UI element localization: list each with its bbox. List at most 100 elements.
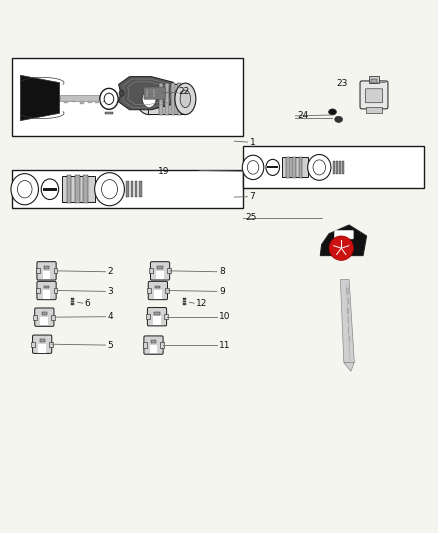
FancyBboxPatch shape <box>148 281 167 300</box>
Text: 7: 7 <box>250 192 255 201</box>
FancyBboxPatch shape <box>334 230 353 239</box>
Bar <box>53 268 57 273</box>
Bar <box>38 344 46 352</box>
Bar <box>75 175 80 203</box>
Bar <box>42 271 50 279</box>
Text: 8: 8 <box>219 267 225 276</box>
Polygon shape <box>348 298 349 304</box>
Bar <box>72 101 76 102</box>
Bar <box>243 147 424 188</box>
Bar <box>105 112 113 114</box>
Text: 19: 19 <box>158 167 170 176</box>
Circle shape <box>146 94 148 97</box>
Bar <box>67 175 71 203</box>
Bar <box>183 298 186 300</box>
Bar <box>80 101 84 103</box>
Bar <box>183 301 186 302</box>
Bar <box>71 301 74 302</box>
FancyBboxPatch shape <box>148 308 166 326</box>
Bar <box>39 340 45 342</box>
Bar <box>62 176 95 202</box>
Bar <box>88 101 92 103</box>
Text: 5: 5 <box>108 341 113 350</box>
Text: 22: 22 <box>179 87 190 96</box>
Bar <box>60 95 117 101</box>
Bar <box>339 161 341 174</box>
Bar <box>95 101 100 103</box>
Circle shape <box>146 89 148 92</box>
Bar <box>135 181 138 197</box>
Bar <box>43 188 57 191</box>
Bar <box>33 314 37 320</box>
Bar <box>12 171 243 207</box>
Bar <box>154 312 159 314</box>
Bar <box>35 268 39 273</box>
Polygon shape <box>346 288 349 294</box>
FancyBboxPatch shape <box>37 281 56 300</box>
Bar <box>342 161 344 174</box>
Bar <box>267 166 278 168</box>
Bar <box>366 107 382 113</box>
Bar <box>293 157 296 178</box>
Ellipse shape <box>180 90 191 108</box>
Text: 23: 23 <box>336 79 347 87</box>
Circle shape <box>329 236 353 261</box>
Bar <box>165 83 169 115</box>
Circle shape <box>152 92 155 94</box>
Ellipse shape <box>313 160 325 175</box>
Text: 3: 3 <box>108 287 113 296</box>
Polygon shape <box>20 75 60 120</box>
Ellipse shape <box>142 90 156 108</box>
Text: 24: 24 <box>297 111 309 120</box>
Text: 1: 1 <box>250 138 255 147</box>
Bar <box>167 268 171 273</box>
Ellipse shape <box>307 155 331 180</box>
Bar <box>143 343 147 348</box>
Bar <box>299 157 303 178</box>
Bar <box>177 83 181 115</box>
Ellipse shape <box>136 83 162 115</box>
Bar <box>332 161 335 174</box>
Text: 2: 2 <box>108 267 113 276</box>
Ellipse shape <box>41 179 59 199</box>
Circle shape <box>152 89 155 92</box>
Bar <box>148 84 185 114</box>
Bar <box>155 286 160 288</box>
Ellipse shape <box>119 90 124 96</box>
Bar <box>159 83 162 115</box>
Ellipse shape <box>242 155 264 180</box>
Text: 11: 11 <box>219 341 230 350</box>
FancyBboxPatch shape <box>144 336 163 354</box>
FancyBboxPatch shape <box>365 89 383 103</box>
Bar <box>35 288 39 293</box>
Ellipse shape <box>266 159 279 175</box>
Polygon shape <box>348 317 349 323</box>
Bar <box>165 288 169 293</box>
Ellipse shape <box>175 83 196 115</box>
Bar <box>53 288 57 293</box>
Bar <box>103 101 108 102</box>
Bar <box>150 345 157 353</box>
Bar <box>149 268 153 273</box>
FancyBboxPatch shape <box>32 335 52 353</box>
Text: 6: 6 <box>85 298 90 308</box>
Bar <box>49 342 53 347</box>
Text: 4: 4 <box>108 312 113 321</box>
Bar <box>171 83 175 115</box>
Bar <box>160 343 164 348</box>
Bar <box>369 76 379 83</box>
Text: 10: 10 <box>219 312 230 321</box>
FancyBboxPatch shape <box>150 262 170 280</box>
Bar <box>371 79 377 83</box>
Bar <box>336 161 338 174</box>
Bar <box>286 157 290 178</box>
Bar <box>156 271 164 279</box>
Text: 9: 9 <box>219 287 225 296</box>
Bar <box>40 317 48 326</box>
Polygon shape <box>340 280 354 362</box>
Ellipse shape <box>95 173 124 206</box>
Bar <box>283 157 308 177</box>
Circle shape <box>146 92 148 94</box>
Ellipse shape <box>104 93 114 104</box>
Polygon shape <box>344 362 354 372</box>
